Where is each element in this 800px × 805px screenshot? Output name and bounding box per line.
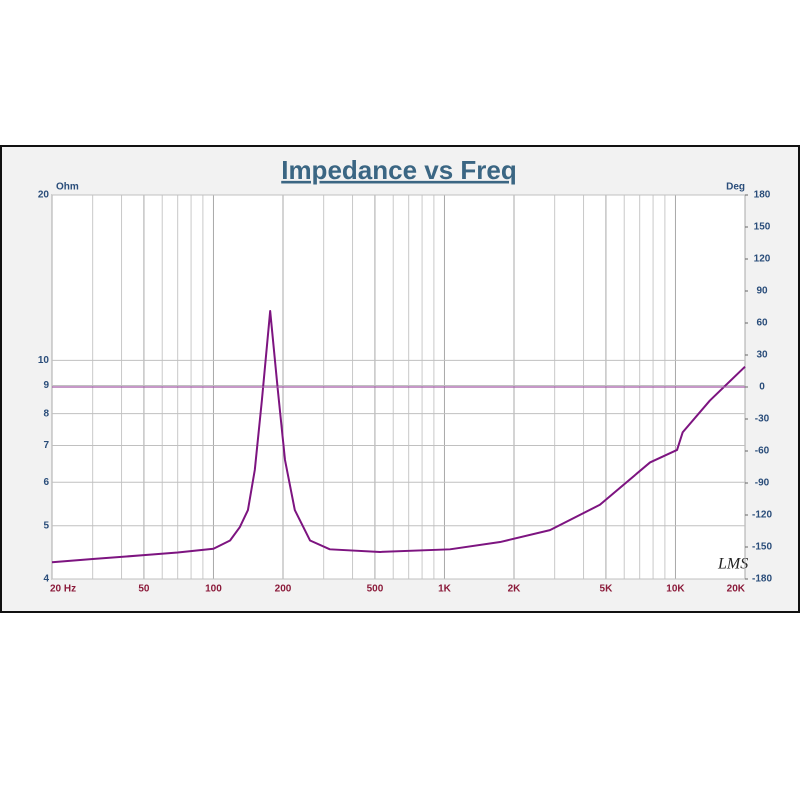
y2-tick-label: -60 xyxy=(755,446,770,457)
y-tick-label: 5 xyxy=(43,520,49,531)
y2-tick-label: -90 xyxy=(755,478,770,489)
x-tick-label: 2K xyxy=(508,584,522,595)
labels: 20 Hz 50 100 200 500 1K 2K 5K 10K 20K 4 5 6 7 8 9 10 20 -1… xyxy=(38,190,773,595)
y-unit: Ohm xyxy=(56,182,79,193)
y2-tick-label: 120 xyxy=(754,254,771,265)
watermark: LMS xyxy=(717,556,748,573)
y2-tick-label: 30 xyxy=(756,350,768,361)
y-tick-label: 10 xyxy=(38,355,50,366)
x-tick-label: 10K xyxy=(666,584,685,595)
y-tick-label: 9 xyxy=(43,380,49,391)
chart-title: Impedance vs Freq xyxy=(281,155,517,185)
x-tick-label: 500 xyxy=(367,584,384,595)
y-tick-label: 20 xyxy=(38,190,50,201)
x-tick-label: 5K xyxy=(600,584,614,595)
y-tick-label: 7 xyxy=(43,440,49,451)
y2-tick-label: -120 xyxy=(752,510,772,521)
x-tick-label: 20 Hz xyxy=(50,584,76,595)
x-tick-label: 20K xyxy=(727,584,746,595)
x-tick-label: 200 xyxy=(275,584,292,595)
y-tick-label: 4 xyxy=(43,574,49,585)
marks xyxy=(51,309,746,564)
x-tick-label: 100 xyxy=(205,584,222,595)
y-tick-label: 8 xyxy=(43,408,49,419)
series-line xyxy=(51,309,746,564)
y2-tick-label: 90 xyxy=(756,286,768,297)
y2-tick-label: -180 xyxy=(752,574,772,585)
y2-tick-label: 60 xyxy=(756,318,768,329)
y-tick-label: 6 xyxy=(43,477,49,488)
x-tick-label: 50 xyxy=(138,584,150,595)
y2-tick-label: 150 xyxy=(754,222,771,233)
y2-tick-label: -150 xyxy=(752,542,772,553)
y2-tick-label: 180 xyxy=(754,190,771,201)
y2-tick-label: 0 xyxy=(759,382,765,393)
y2-tick-label: -30 xyxy=(755,414,770,425)
x-tick-label: 1K xyxy=(438,584,452,595)
y2-unit: Deg xyxy=(726,182,745,193)
